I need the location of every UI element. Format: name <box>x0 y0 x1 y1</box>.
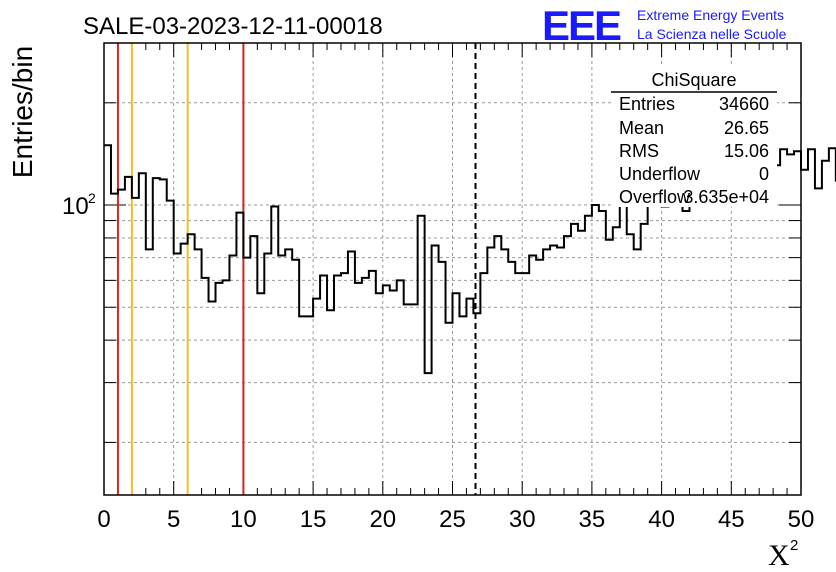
y-tick-label-100: 10 2 <box>62 190 96 220</box>
stats-label-entries: Entries <box>619 94 675 114</box>
stats-label-overflow: Overflow <box>619 187 691 207</box>
x-tick-label: 5 <box>167 506 180 533</box>
x-tick-label: 15 <box>300 506 327 533</box>
stats-box-title: ChiSquare <box>651 70 736 90</box>
x-tick-label: 10 <box>230 506 257 533</box>
x-tick-label: 50 <box>788 506 815 533</box>
stats-value-underflow: 0 <box>759 164 769 184</box>
y-tick-base: 10 <box>62 193 89 220</box>
x-tick-label: 25 <box>439 506 466 533</box>
stats-box-background <box>611 65 777 207</box>
plot-frame <box>103 42 802 496</box>
stats-label-mean: Mean <box>619 118 664 138</box>
stats-value-mean: 26.65 <box>724 118 769 138</box>
x-tick-label: 45 <box>718 506 745 533</box>
run-title: SALE-03-2023-12-11-00018 <box>83 13 383 40</box>
stats-value-overflow: 3.635e+04 <box>683 187 769 207</box>
stats-label-underflow: Underflow <box>619 164 701 184</box>
stats-value-entries: 34660 <box>719 94 769 114</box>
x-tick-label: 30 <box>509 506 536 533</box>
marker-lines <box>116 43 477 495</box>
x-axis-label-superscript: 2 <box>790 537 798 554</box>
y-axis-label: Entries/bin <box>7 46 38 178</box>
x-tick-label: 35 <box>579 506 606 533</box>
x-tick-label: 40 <box>648 506 675 533</box>
x-tick-label: 20 <box>369 506 396 533</box>
stats-box: ChiSquare Entries 34660 Mean 26.65 RMS 1… <box>611 65 777 207</box>
x-axis-label: X <box>768 539 790 572</box>
x-tick-labels: 0 5 10 15 20 25 30 35 40 45 50 <box>97 506 814 533</box>
stats-value-rms: 15.06 <box>724 141 769 161</box>
logo-subtitle-line2: La Scienza nelle Scuole <box>637 26 787 42</box>
histogram-series <box>104 144 836 375</box>
y-tick-exponent: 2 <box>88 190 96 206</box>
logo-subtitle-line1: Extreme Energy Events <box>637 7 784 23</box>
x-tick-label: 0 <box>97 506 110 533</box>
eee-logo: EEE <box>542 2 621 49</box>
stats-label-rms: RMS <box>619 141 659 161</box>
